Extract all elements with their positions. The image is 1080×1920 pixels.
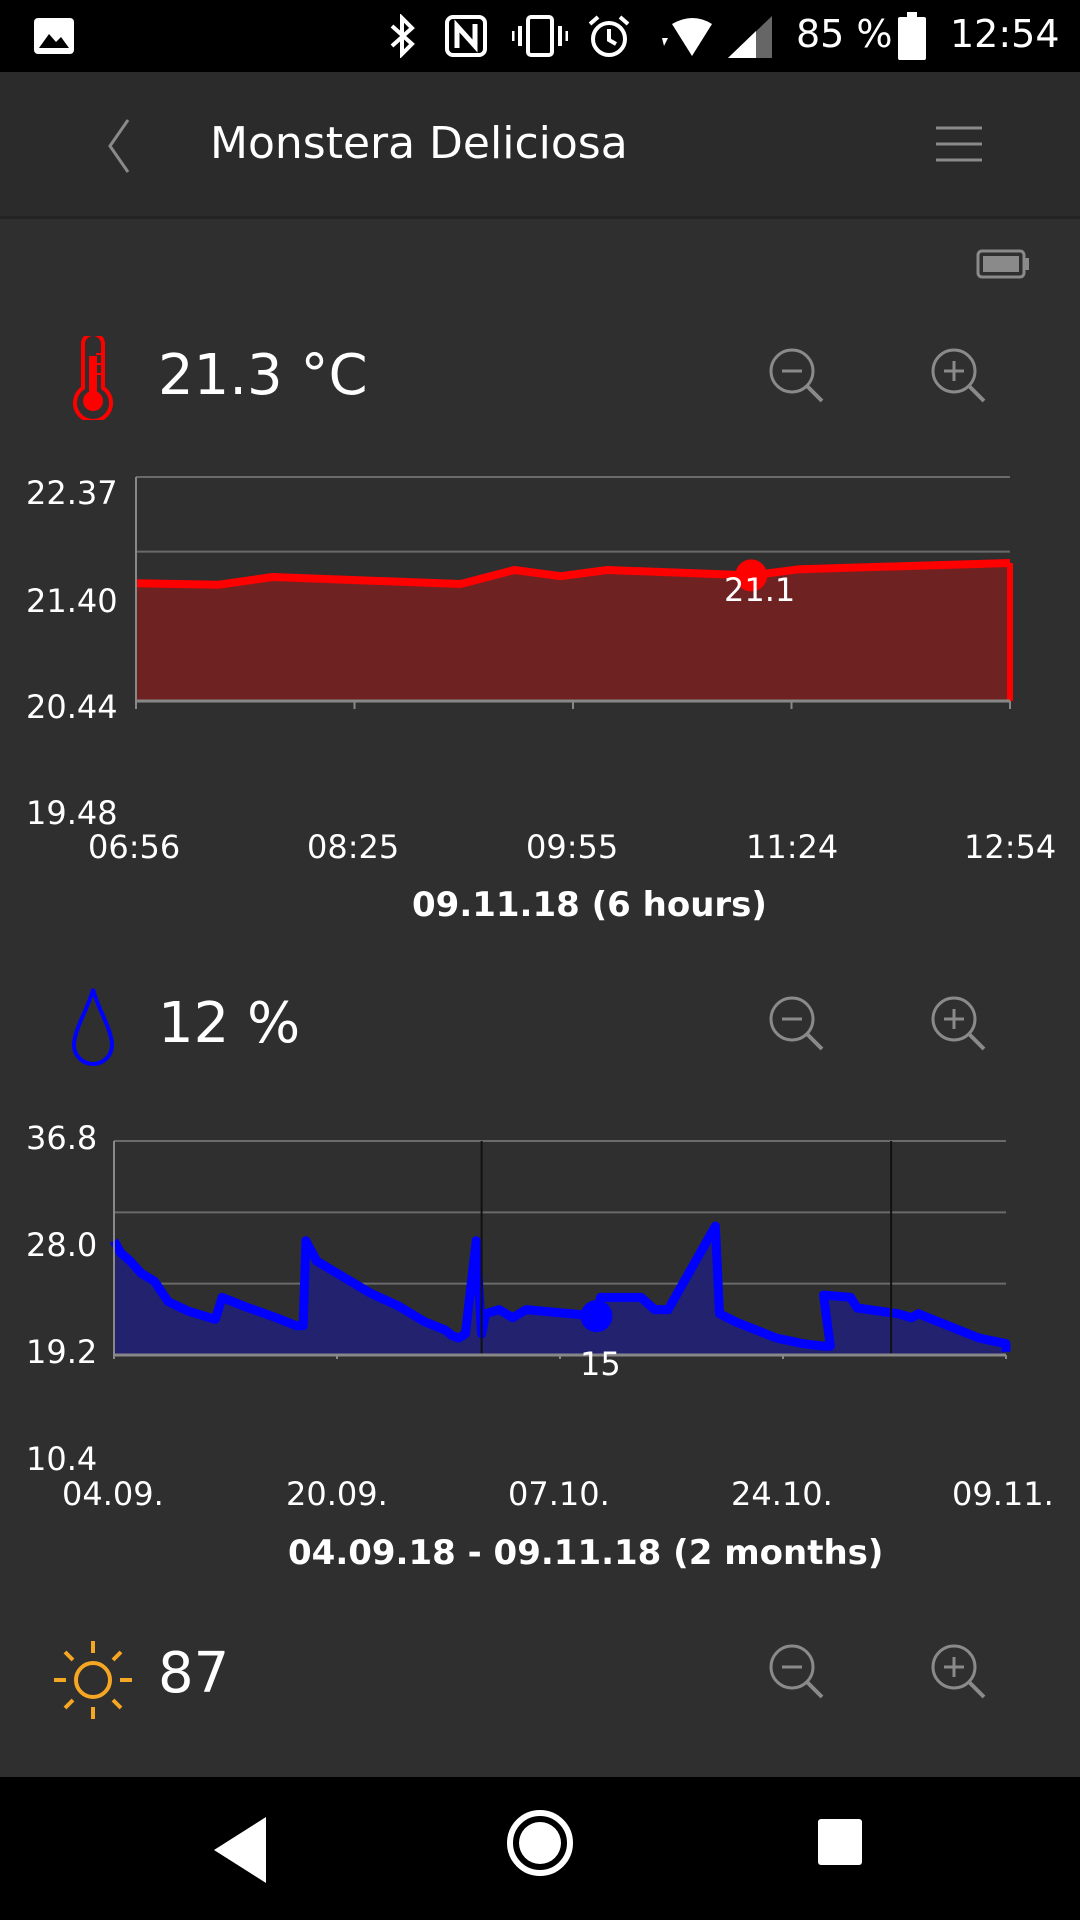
nav-recents-icon[interactable]: [816, 1817, 864, 1867]
sensor-content: 21.3 °C 22.37 21.40 20.44 19.48 06:56 08…: [0, 219, 1080, 1777]
temperature-y-tick: 22.37: [26, 474, 118, 512]
temperature-line: [135, 559, 1011, 589]
nav-back-icon[interactable]: [210, 1813, 270, 1887]
moisture-x-tick: 09.11.: [952, 1475, 1054, 1513]
temperature-y-tick: 21.40: [26, 582, 118, 620]
temperature-y-tick: 19.48: [26, 794, 118, 832]
temperature-chart[interactable]: [0, 469, 1080, 709]
hamburger-menu-icon[interactable]: [934, 122, 984, 166]
moisture-x-tick: 24.10.: [731, 1475, 833, 1513]
moisture-axis: [113, 1141, 1007, 1359]
temperature-x-tick: 06:56: [88, 828, 181, 866]
moisture-zoom-in-icon[interactable]: [928, 993, 988, 1053]
clock: 12:54: [950, 12, 1060, 56]
sun-icon: [54, 1641, 132, 1719]
moisture-zoom-out-icon[interactable]: [766, 993, 826, 1053]
temperature-x-tick: 11:24: [746, 828, 839, 866]
temperature-highlight-label: 21.1: [724, 571, 796, 609]
moisture-area: [114, 1226, 1006, 1355]
back-chevron-icon[interactable]: [96, 116, 140, 176]
sensor-battery-icon: [976, 249, 1029, 279]
image-icon: [34, 18, 74, 54]
light-zoom-in-icon[interactable]: [928, 1641, 988, 1701]
moisture-range-caption: 04.09.18 - 09.11.18 (2 months): [288, 1533, 884, 1573]
wifi-icon: [662, 18, 712, 56]
moisture-x-tick: 20.09.: [286, 1475, 388, 1513]
moisture-x-tick: 07.10.: [508, 1475, 610, 1513]
vibrate-icon: [512, 15, 568, 57]
status-bar: 85 % 12:54: [0, 0, 1080, 72]
light-reading: 87: [158, 1641, 230, 1706]
nav-home-icon[interactable]: [504, 1807, 576, 1879]
page-title: Monstera Deliciosa: [210, 118, 628, 169]
temperature-x-tick: 08:25: [307, 828, 400, 866]
nfc-icon: [445, 15, 487, 57]
moisture-y-tick: 36.8: [26, 1119, 98, 1157]
navigation-bar: [0, 1777, 1080, 1920]
signal-icon: [728, 16, 772, 58]
temperature-x-tick: 09:55: [526, 828, 619, 866]
battery-icon: [898, 12, 926, 60]
moisture-line: [110, 1221, 1011, 1352]
temperature-zoom-out-icon[interactable]: [766, 345, 826, 405]
app-bar: Monstera Deliciosa: [0, 72, 1080, 219]
water-drop-icon: [71, 988, 115, 1066]
moisture-y-tick: 28.0: [26, 1226, 98, 1264]
temperature-reading: 21.3 °C: [158, 343, 368, 408]
moisture-y-tick: 10.4: [26, 1440, 98, 1478]
moisture-highlight-label: 15: [580, 1345, 621, 1383]
moisture-week-separators: [480, 1141, 893, 1355]
moisture-chart[interactable]: [0, 1109, 1080, 1359]
temperature-highlight-point: [735, 559, 768, 592]
moisture-highlight-point: [580, 1300, 613, 1333]
moisture-x-tick: 04.09.: [62, 1475, 164, 1513]
thermometer-icon: [73, 336, 113, 420]
battery-percent: 85 %: [796, 12, 893, 56]
temperature-range-caption: 09.11.18 (6 hours): [412, 885, 767, 925]
alarm-icon: [588, 15, 630, 57]
temperature-y-tick: 20.44: [26, 688, 118, 726]
bluetooth-icon: [390, 14, 415, 58]
moisture-reading: 12 %: [158, 991, 301, 1056]
moisture-y-tick: 19.2: [26, 1333, 98, 1371]
light-zoom-out-icon[interactable]: [766, 1641, 826, 1701]
temperature-axis: [135, 477, 1011, 709]
temperature-x-tick: 12:54: [964, 828, 1057, 866]
temperature-zoom-in-icon[interactable]: [928, 345, 988, 405]
temperature-area: [136, 563, 1010, 701]
